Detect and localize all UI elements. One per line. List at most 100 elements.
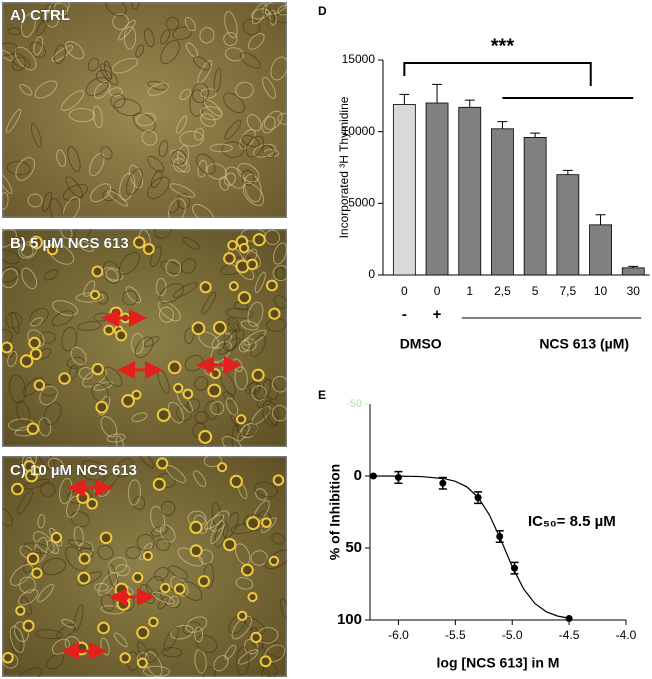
cell xyxy=(241,338,257,352)
cell xyxy=(122,290,138,306)
cell xyxy=(67,539,93,550)
cell xyxy=(242,18,261,36)
round-cell xyxy=(99,531,113,545)
cell xyxy=(90,183,112,203)
cell xyxy=(118,251,141,275)
cell xyxy=(150,245,162,268)
round-cell xyxy=(103,324,115,336)
round-cell xyxy=(246,516,261,531)
cell xyxy=(256,396,272,409)
y-tick-label: 15000 xyxy=(342,52,376,66)
micrograph xyxy=(2,2,287,218)
significance-label: *** xyxy=(491,35,515,57)
cell xyxy=(271,404,287,422)
cell xyxy=(236,646,250,676)
cell xyxy=(158,140,169,158)
cell xyxy=(223,329,245,352)
data-point xyxy=(439,479,447,487)
round-cell xyxy=(76,491,90,505)
cell xyxy=(241,135,260,148)
x-tick-label: -4.0 xyxy=(616,628,637,642)
cell xyxy=(247,32,265,50)
round-cell xyxy=(156,408,171,422)
cell xyxy=(18,589,39,606)
cell xyxy=(223,31,238,47)
round-cell xyxy=(121,394,135,408)
cell xyxy=(61,618,76,628)
error-bar xyxy=(464,99,475,108)
round-cell xyxy=(189,520,203,535)
cell xyxy=(176,193,191,210)
round-cell xyxy=(91,265,104,278)
cell xyxy=(165,16,180,31)
round-cell xyxy=(26,552,40,566)
cell xyxy=(62,196,81,218)
cell xyxy=(102,260,121,284)
cell xyxy=(9,625,25,653)
cell xyxy=(56,149,67,167)
x-tick-label: -5.5 xyxy=(445,628,466,642)
cell xyxy=(69,364,78,380)
x-tick-label: 30 xyxy=(627,284,641,298)
bar xyxy=(556,174,580,276)
round-cell xyxy=(31,567,43,579)
panel-label: B) 5 µM NCS 613 xyxy=(10,235,129,252)
error-bar xyxy=(399,93,410,105)
cell xyxy=(160,39,180,65)
cell xyxy=(263,7,275,23)
round-cell xyxy=(2,651,14,664)
cell xyxy=(159,524,176,543)
cell xyxy=(250,334,266,358)
cell xyxy=(49,198,64,218)
round-cell xyxy=(74,641,89,656)
micrograph xyxy=(2,229,287,447)
bar xyxy=(589,224,612,276)
cell xyxy=(155,538,171,551)
round-cell xyxy=(133,236,146,249)
round-cell xyxy=(191,321,206,336)
cell xyxy=(235,81,254,99)
cell xyxy=(251,385,267,401)
round-cell xyxy=(15,605,26,616)
cell xyxy=(81,460,107,473)
cell xyxy=(70,511,90,528)
cell xyxy=(113,632,128,648)
cell xyxy=(181,258,197,274)
round-cell xyxy=(167,360,182,375)
y-tick-label: 0 xyxy=(354,467,362,484)
cell xyxy=(221,436,242,447)
x-tick-label: 2,5 xyxy=(494,284,511,298)
cell xyxy=(73,229,93,244)
cell xyxy=(5,312,23,329)
round-cell xyxy=(160,582,171,594)
cell xyxy=(117,19,136,41)
cell xyxy=(115,564,131,577)
cell xyxy=(125,168,143,196)
cell xyxy=(2,249,20,265)
round-cell xyxy=(2,341,13,354)
cell xyxy=(147,82,169,96)
cell xyxy=(219,176,230,191)
cell xyxy=(224,11,238,39)
arrows xyxy=(61,309,242,660)
cell xyxy=(168,198,186,218)
cell xyxy=(2,508,14,527)
cell xyxy=(191,203,215,218)
cell xyxy=(113,98,142,117)
cell xyxy=(154,566,169,581)
cell xyxy=(163,626,180,651)
cell xyxy=(5,108,22,134)
error-bar xyxy=(530,132,541,138)
cell xyxy=(209,143,233,153)
cell xyxy=(131,332,144,355)
cell xyxy=(157,300,181,322)
round-cell xyxy=(272,474,285,486)
cell xyxy=(60,229,73,240)
round-cell xyxy=(11,482,24,496)
cell xyxy=(214,521,229,548)
y-tick-label: 5000 xyxy=(348,196,375,210)
cell xyxy=(39,385,58,406)
cell xyxy=(177,145,190,167)
round-cell xyxy=(156,457,169,470)
